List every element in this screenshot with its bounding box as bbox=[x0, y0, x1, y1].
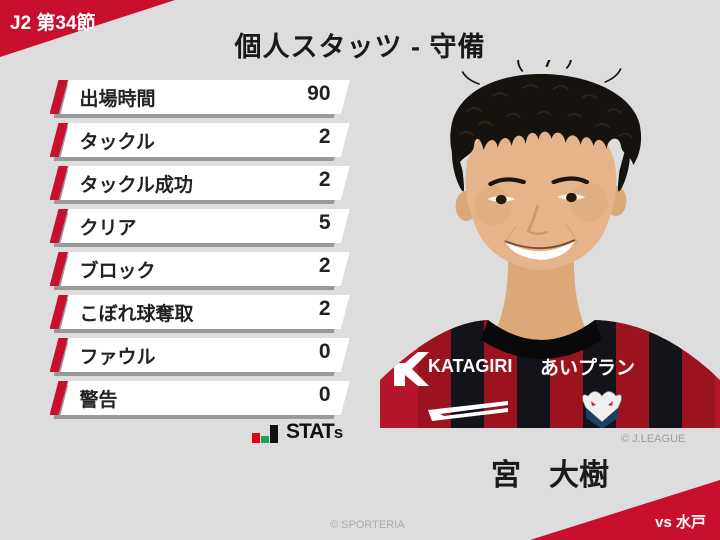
svg-text:KATAGIRI: KATAGIRI bbox=[428, 356, 512, 376]
svg-text:あいプラン: あいプラン bbox=[540, 356, 635, 379]
